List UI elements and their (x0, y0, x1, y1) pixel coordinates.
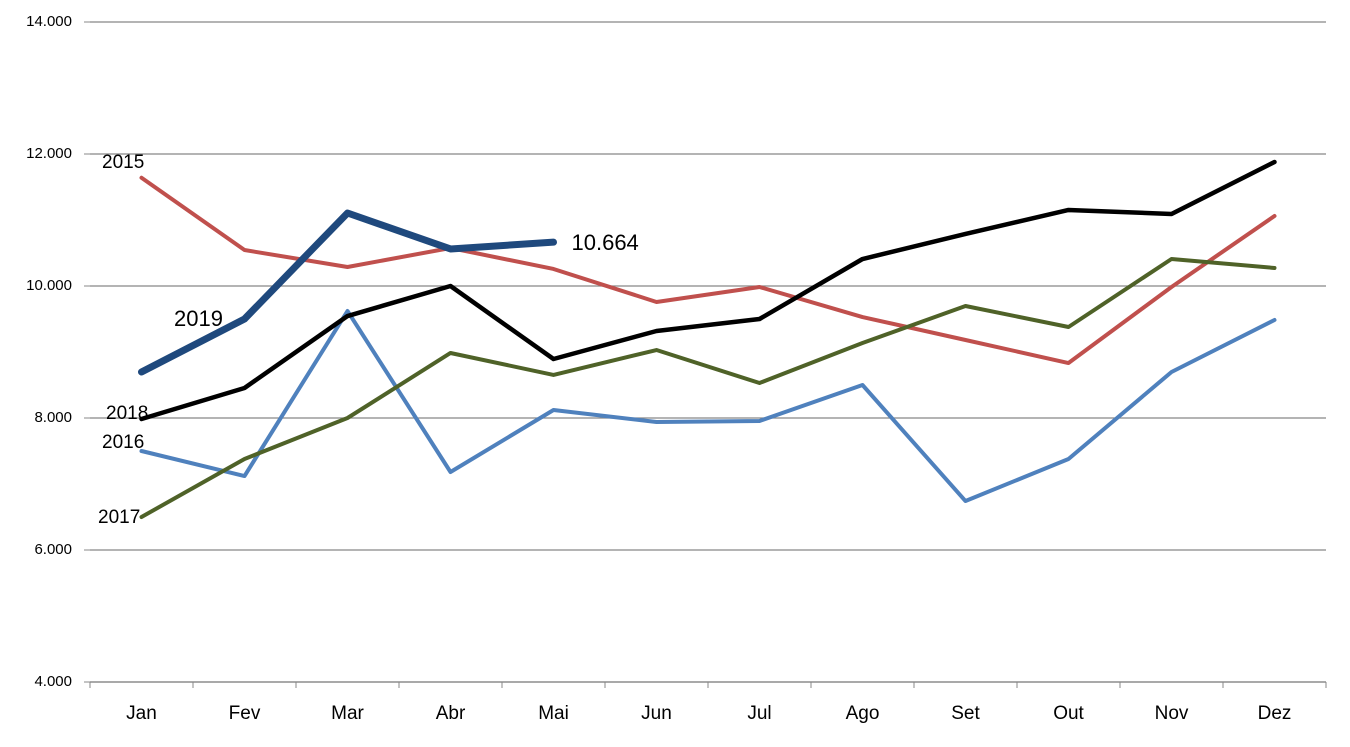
x-tick-label: Out (1053, 703, 1084, 724)
y-tick-label: 12.000 (26, 145, 72, 162)
y-tick-label: 10.000 (26, 277, 72, 294)
y-tick-label: 8.000 (34, 409, 72, 426)
x-tick-label: Mai (538, 703, 569, 724)
series-name: 2019 (174, 306, 223, 331)
series-name: 2016 (102, 432, 144, 453)
x-tick-label: Fev (229, 703, 261, 724)
series-name: 2015 (102, 152, 144, 173)
data-label: 10.664 (572, 230, 639, 255)
x-tick-label: Mar (331, 703, 364, 724)
series-line (138, 209, 557, 376)
series-name: 2018 (106, 403, 148, 424)
x-tick-label: Abr (436, 703, 466, 724)
series-line (139, 257, 1277, 519)
series-name: 2017 (98, 507, 140, 528)
series-line (139, 159, 1277, 422)
x-tick-label: Jul (747, 703, 771, 724)
y-tick-label: 14.000 (26, 13, 72, 30)
x-tick-label: Nov (1155, 703, 1189, 724)
y-tick-label: 6.000 (34, 541, 72, 558)
x-tick-label: Dez (1258, 703, 1292, 724)
x-tick-label: Ago (846, 703, 880, 724)
x-tick-label: Jan (126, 703, 157, 724)
series-line (139, 309, 1277, 504)
y-tick-label: 4.000 (34, 673, 72, 690)
x-tick-label: Set (951, 703, 980, 724)
series-line (139, 175, 1277, 366)
x-tick-label: Jun (641, 703, 672, 724)
